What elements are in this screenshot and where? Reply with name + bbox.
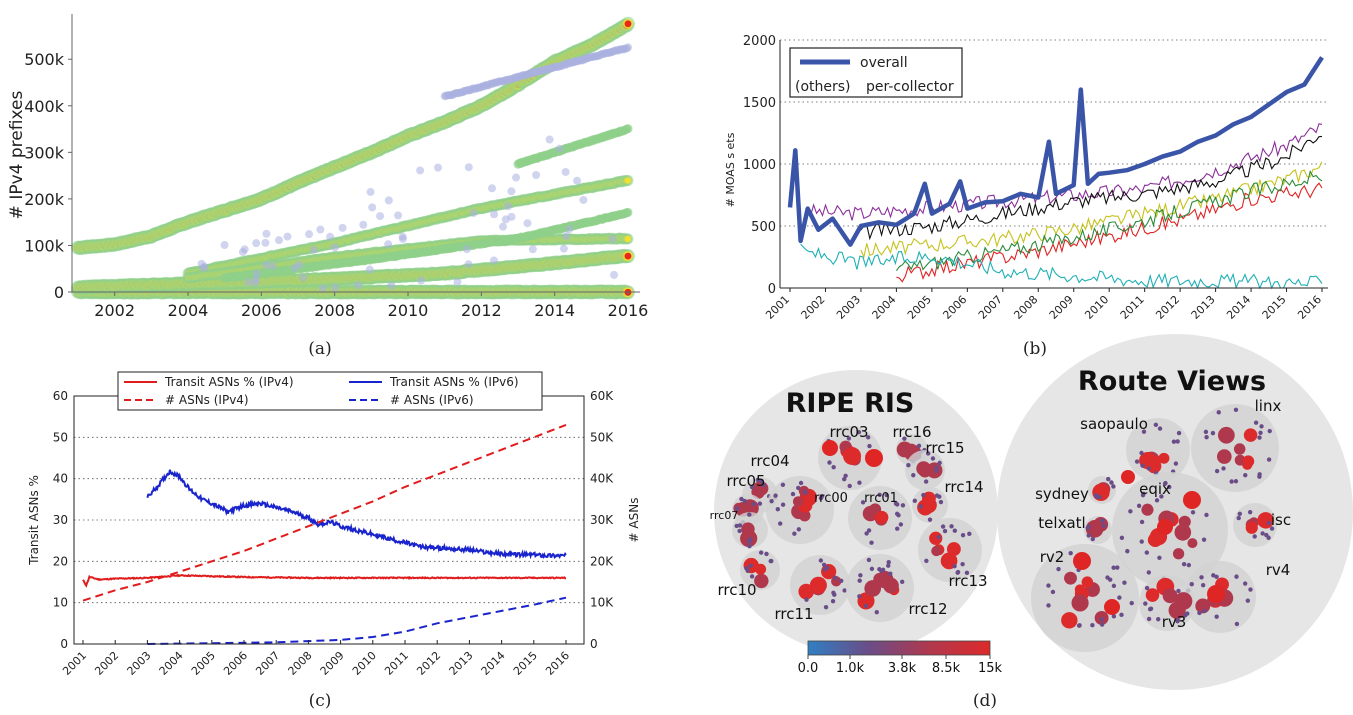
- chart-a-point: [624, 252, 632, 260]
- chart-a-point: [624, 20, 632, 28]
- chart-a-point: [624, 177, 632, 184]
